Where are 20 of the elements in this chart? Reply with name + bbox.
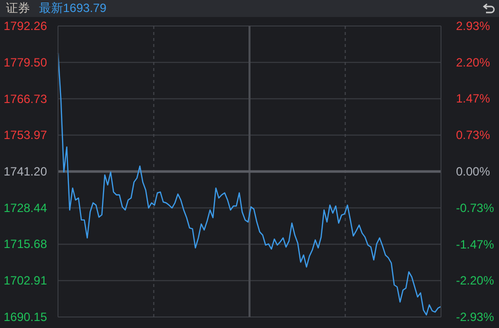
y2-tick-label: -0.73% [456,200,494,215]
y-tick-label: 1779.50 [4,55,48,70]
y2-tick-label: 0.73% [456,128,490,142]
y-tick-label: 1766.73 [4,92,48,106]
y2-tick-label: 2.20% [456,55,490,70]
y2-tick-label: 0.00% [456,164,490,178]
y2-tick-label: 2.93% [456,19,490,33]
y-tick-label: 1702.91 [4,274,48,288]
y2-tick-label: -1.47% [456,238,494,252]
y2-tick-label: 1.47% [456,92,490,106]
chart-subtitle: 最新1693.79 [39,0,106,17]
y-tick-label: 1753.97 [4,128,48,142]
y-tick-label: 1728.44 [4,200,48,215]
y-tick-label: 1715.68 [4,237,48,252]
y-tick-label: 1690.15 [4,310,48,324]
y-tick-label: 1792.26 [4,19,48,33]
chart-title: 证券 [6,0,30,17]
y2-tick-label: -2.93% [456,310,494,324]
y2-tick-label: -2.20% [456,274,494,288]
y-tick-label: 1741.20 [4,164,48,179]
